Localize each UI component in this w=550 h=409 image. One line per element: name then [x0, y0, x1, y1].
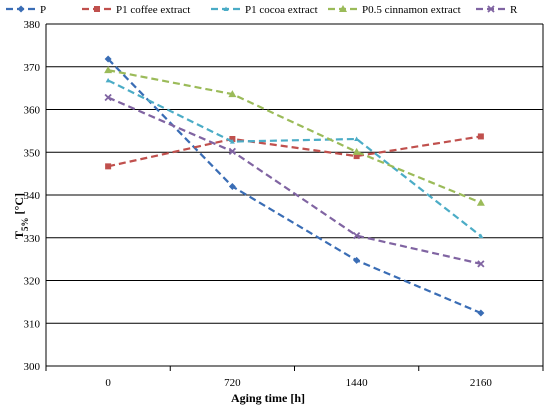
legend-marker-p0-5-cinnamon-extract [339, 5, 347, 12]
x-axis-label: Aging time [h] [231, 391, 305, 405]
data-point-p1-cocoa-extract-720 [229, 139, 235, 144]
legend-label-p1-cocoa-extract: P1 cocoa extract [245, 4, 318, 16]
x-tick-label-1440: 1440 [346, 377, 369, 389]
y-tick-label-340: 340 [24, 190, 41, 202]
legend-marker-p1-cocoa-extract [223, 6, 229, 11]
x-axis-tick-labels: 0 720 1440 2160 [105, 377, 492, 389]
data-point-p1-coffee-extract-720 [229, 135, 236, 142]
data-point-p1-coffee-extract-2160 [477, 133, 484, 140]
data-point-r-1440 [352, 231, 361, 240]
y-tick-label-320: 320 [24, 276, 41, 288]
series-line-p0-5-cinnamon-extract [107, 69, 482, 204]
legend-marker-p1-coffee-extract [94, 6, 100, 12]
series-p [104, 55, 485, 317]
series-line-p1-cocoa-extract [107, 79, 482, 237]
y-axis-label-unit: [°C] [12, 193, 26, 217]
y-tick-label-350: 350 [24, 147, 41, 159]
data-point-p0-5-cinnamon-extract-2160 [476, 198, 485, 206]
x-tick-label-720: 720 [224, 377, 241, 389]
series-line-r [107, 96, 482, 265]
legend-item-p1-cocoa-extract: P1 cocoa extract [211, 4, 318, 16]
legend-marker-p [17, 5, 25, 13]
series-p1-cocoa-extract [105, 77, 484, 239]
legend-label-p: P [40, 4, 46, 16]
data-point-p0-5-cinnamon-extract-0 [104, 66, 113, 74]
series-r [104, 93, 485, 268]
data-point-r-2160 [477, 260, 485, 268]
y-tick-label-370: 370 [24, 62, 41, 74]
legend-item-r: R [476, 4, 518, 16]
data-point-r-0 [104, 93, 112, 102]
series-line-p1-coffee-extract [107, 135, 482, 168]
series-p0-5-cinnamon-extract [104, 66, 485, 206]
series-line-p [107, 58, 482, 315]
legend-item-p1-coffee-extract: P1 coffee extract [82, 4, 190, 16]
data-point-p-0 [104, 55, 112, 63]
data-point-p-1440 [353, 256, 361, 264]
y-axis-label: T5% [°C] [12, 193, 30, 239]
data-point-p1-coffee-extract-0 [105, 163, 112, 170]
series-lines [104, 55, 485, 317]
y-tick-label-380: 380 [24, 19, 41, 31]
data-point-p-2160 [477, 309, 485, 317]
legend-label-p1-coffee-extract: P1 coffee extract [116, 4, 190, 16]
legend-label-r: R [510, 4, 518, 16]
x-tick-label-2160: 2160 [470, 377, 493, 389]
legend-item-p0-5-cinnamon-extract: P0.5 cinnamon extract [328, 4, 461, 16]
y-tick-label-330: 330 [24, 233, 41, 245]
y-axis-label-sub: 5% [20, 217, 30, 231]
legend: P P1 coffee extract P1 cocoa extract P0.5 c… [6, 4, 518, 16]
data-point-p0-5-cinnamon-extract-720 [228, 90, 237, 98]
legend-label-p0-5-cinnamon-extract: P0.5 cinnamon extract [362, 4, 461, 16]
data-point-p1-cocoa-extract-1440 [354, 136, 360, 141]
series-p1-coffee-extract [105, 133, 484, 170]
data-point-p-720 [228, 182, 236, 190]
y-tick-label-300: 300 [24, 361, 41, 373]
x-axis-ticks [45, 366, 544, 371]
y-tick-label-360: 360 [24, 105, 41, 117]
data-point-p1-cocoa-extract-2160 [478, 233, 484, 239]
data-point-p0-5-cinnamon-extract-1440 [352, 147, 361, 155]
legend-item-p: P [6, 4, 46, 16]
y-axis-label-main: T [12, 231, 26, 239]
data-point-p1-cocoa-extract-0 [105, 77, 111, 83]
y-tick-label-310: 310 [24, 318, 41, 330]
data-point-p1-coffee-extract-1440 [353, 153, 360, 160]
data-point-r-720 [228, 147, 237, 156]
x-tick-label-0: 0 [105, 377, 111, 389]
legend-marker-r [487, 5, 495, 13]
grid-lines [45, 23, 544, 367]
y-axis-tick-labels: 300 310 320 330 340 350 360 370 380 [24, 19, 41, 373]
